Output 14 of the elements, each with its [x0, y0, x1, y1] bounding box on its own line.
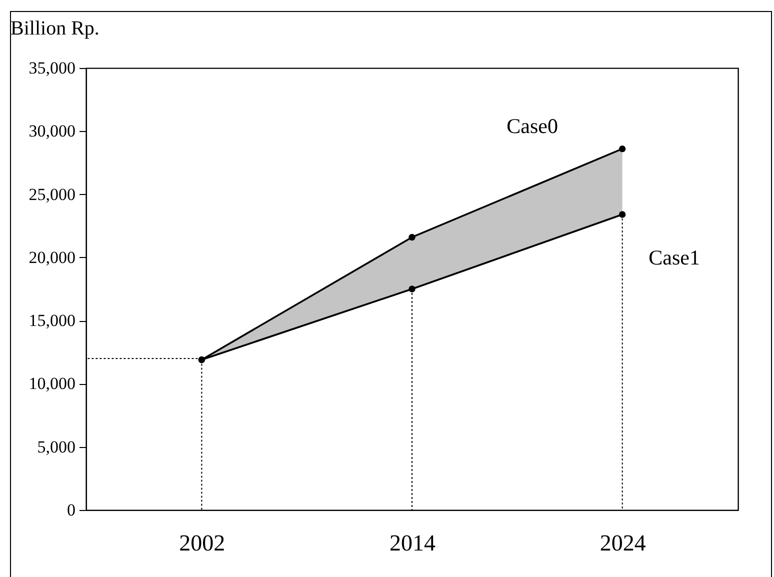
y-tick-label: 35,000: [28, 58, 76, 78]
y-tick-label: 20,000: [28, 248, 76, 267]
series-label: Case1: [648, 245, 700, 270]
y-tick-label: 25,000: [28, 184, 76, 204]
y-tick-label: 5,000: [37, 437, 76, 456]
x-tick-label: 2014: [390, 530, 436, 556]
y-tick-label: 10,000: [28, 374, 76, 394]
y-axis-title: Billion Rp.: [10, 18, 100, 40]
y-tick-label: 0: [67, 500, 76, 520]
y-tick-label: 30,000: [28, 122, 76, 141]
x-tick-label: 2024: [600, 530, 646, 556]
series-label: Case0: [506, 114, 558, 138]
y-tick-label: 15,000: [28, 311, 76, 330]
x-tick-label: 2002: [179, 530, 226, 556]
